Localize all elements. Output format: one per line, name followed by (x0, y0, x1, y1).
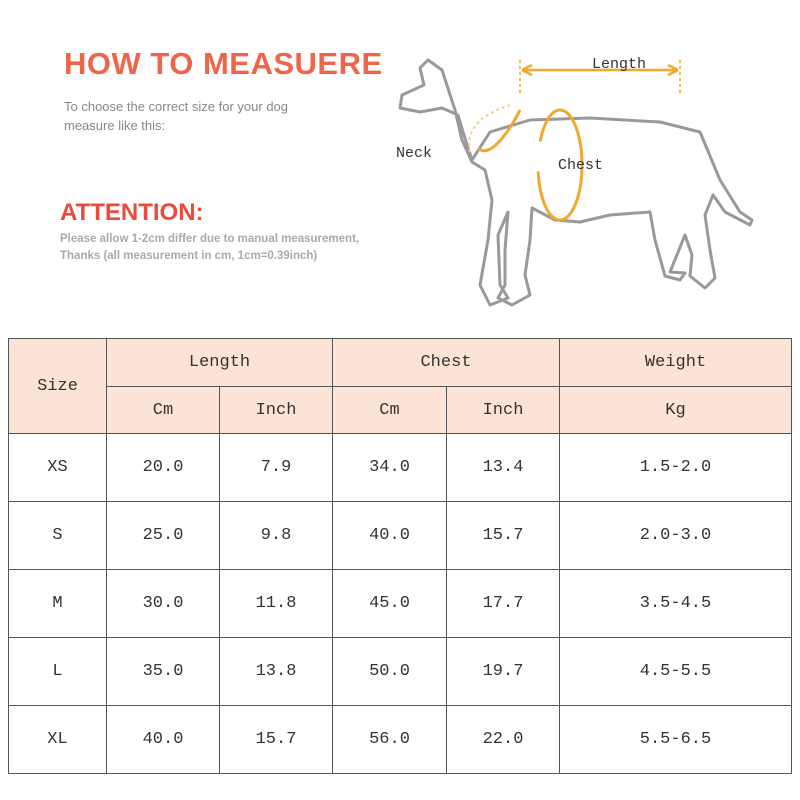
value-cell: 2.0-3.0 (559, 501, 792, 570)
unit-header: Cm (332, 386, 447, 434)
size-row: XL 40.0 15.7 56.0 22.0 5.5-6.5 (8, 705, 792, 774)
value-cell: 45.0 (332, 569, 447, 638)
value-cell: 11.8 (219, 569, 333, 638)
value-cell: 15.7 (446, 501, 560, 570)
unit-header: Kg (559, 386, 792, 434)
instruction: measure like this: (64, 118, 166, 133)
value-cell: 20.0 (106, 433, 220, 502)
size-row: L 35.0 13.8 50.0 19.7 4.5-5.5 (8, 637, 792, 706)
value-cell: 25.0 (106, 501, 220, 570)
title: HOW TO MEASUERE (64, 46, 383, 81)
value-cell: 30.0 (106, 569, 220, 638)
value-cell: 4.5-5.5 (559, 637, 792, 706)
group-header: Chest (332, 338, 560, 387)
size-table: Size Length Chest Weight Cm Inch Cm Inch Kg … (8, 338, 792, 774)
attention-note: Please allow 1-2cm differ due to manual … (60, 233, 360, 245)
size-row: M 30.0 11.8 45.0 17.7 3.5-4.5 (8, 569, 792, 638)
length-label: Length (592, 56, 646, 73)
value-cell: 50.0 (332, 637, 447, 706)
size-row: XS 20.0 7.9 34.0 13.4 1.5-2.0 (8, 433, 792, 502)
size-cell: XS (8, 433, 107, 502)
value-cell: 35.0 (106, 637, 220, 706)
value-cell: 22.0 (446, 705, 560, 774)
size-cell: L (8, 637, 107, 706)
size-header: Size (8, 338, 107, 434)
value-cell: 19.7 (446, 637, 560, 706)
neck-arrow (476, 109, 522, 153)
size-cell: S (8, 501, 107, 570)
value-cell: 34.0 (332, 433, 447, 502)
unit-header: Cm (106, 386, 220, 434)
neck-label: Neck (396, 145, 432, 162)
value-cell: 3.5-4.5 (559, 569, 792, 638)
dog-outline (398, 58, 754, 307)
instruction: To choose the correct size for your dog (64, 99, 289, 114)
value-cell: 13.4 (446, 433, 560, 502)
value-cell: 1.5-2.0 (559, 433, 792, 502)
size-cell: M (8, 569, 107, 638)
attention-note: Thanks (all measurement in cm, 1cm=0.39i… (60, 250, 318, 262)
group-header: Length (106, 338, 333, 387)
attention-title: ATTENTION: (60, 199, 204, 226)
dog-diagram: Length Neck Chest (396, 56, 754, 307)
value-cell: 40.0 (332, 501, 447, 570)
unit-header: Inch (219, 386, 333, 434)
size-cell: XL (8, 705, 107, 774)
value-cell: 15.7 (219, 705, 333, 774)
unit-header: Inch (446, 386, 560, 434)
chest-arrow (536, 108, 584, 222)
chest-label: Chest (558, 157, 603, 174)
group-header: Weight (559, 338, 792, 387)
value-cell: 5.5-6.5 (559, 705, 792, 774)
size-row: S 25.0 9.8 40.0 15.7 2.0-3.0 (8, 501, 792, 570)
value-cell: 56.0 (332, 705, 447, 774)
value-cell: 9.8 (219, 501, 333, 570)
value-cell: 7.9 (219, 433, 333, 502)
value-cell: 40.0 (106, 705, 220, 774)
value-cell: 13.8 (219, 637, 333, 706)
value-cell: 17.7 (446, 569, 560, 638)
